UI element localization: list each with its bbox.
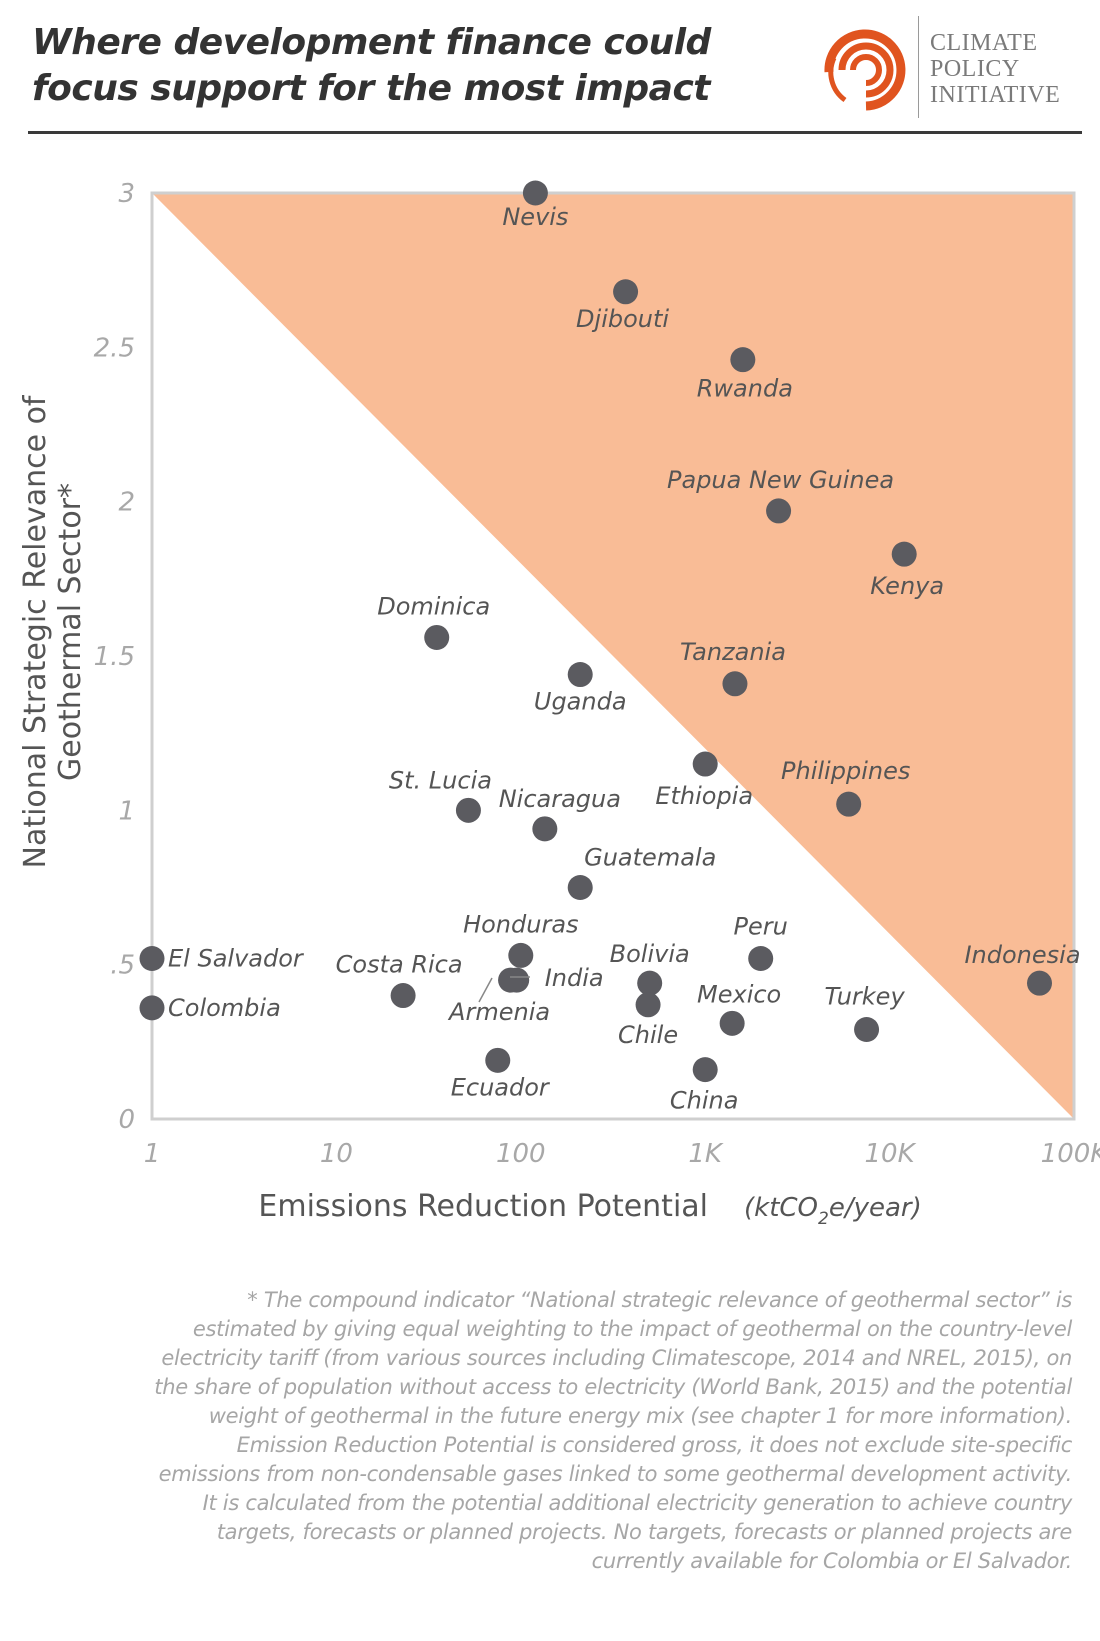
point-label-djibouti: Djibouti [576,305,669,333]
point-label-guatemala: Guatemala [584,844,716,872]
header-rule [28,131,1082,134]
y-tick-label: 3 [118,179,135,209]
point-label-honduras: Honduras [463,910,578,938]
title-line-1: Where development finance could [32,22,711,63]
point-papua-new-guinea [766,498,792,524]
x-tick-label: 100 [496,1139,546,1169]
point-dominica [424,624,450,650]
point-philippines [836,791,862,817]
y-tick-label: 0 [118,1105,135,1135]
point-label-mexico: Mexico [697,980,781,1008]
logo-line-1: CLIMATE [930,30,1038,56]
point-bolivia [637,970,663,996]
logo-line-2: POLICY [930,56,1020,82]
point-label-st-lucia: St. Lucia [389,766,492,794]
point-el-salvador [139,945,165,971]
point-label-nevis: Nevis [502,203,568,231]
page-title: Where development finance could focus su… [32,20,752,112]
point-labels: Nevis Djibouti Rwanda Papua New Guinea Kenya… [168,203,1081,1115]
title-line-2: focus support for the most impact [32,68,711,109]
point-china [692,1057,718,1083]
point-label-ethiopia: Ethiopia [655,782,753,810]
point-label-bolivia: Bolivia [610,940,690,968]
point-indonesia [1027,970,1053,996]
armenia-leader-line [478,977,493,1003]
point-turkey [854,1016,880,1042]
x-tick-label: 1 [144,1139,161,1169]
point-ecuador [485,1047,511,1073]
point-peru [748,945,774,971]
point-label-nicaragua: Nicaragua [499,785,621,813]
point-kenya [891,541,917,567]
high-impact-region [152,193,1074,1119]
footnote: * The compound indicator “National strat… [154,1288,1072,1573]
cpi-logo-icon [824,29,906,111]
logo-line-3: INITIATIVE [930,82,1061,108]
point-label-uganda: Uganda [534,688,627,716]
x-tick-label: 10K [865,1139,917,1169]
point-ethiopia [692,751,718,777]
point-st-lucia [455,797,481,823]
point-uganda [567,662,593,688]
point-costa-rica [390,983,416,1009]
point-label-dominica: Dominica [377,592,490,620]
point-label-china: China [670,1087,739,1115]
y-tick-labels: 0 .5 1 1.5 2 2.5 3 [94,179,135,1135]
x-tick-labels: 1 10 100 1K 10K 100K [144,1139,1100,1169]
point-nevis [522,180,548,206]
point-tanzania [722,671,748,697]
point-armenia [498,967,524,993]
data-points [139,180,1053,1083]
y-tick-label: 1.5 [94,642,135,672]
point-label-chile: Chile [618,1021,678,1049]
point-label-peru: Peru [734,912,788,940]
point-label-turkey: Turkey [824,982,905,1010]
point-label-philippines: Philippines [781,757,910,785]
point-label-tanzania: Tanzania [680,638,786,666]
point-label-armenia: Armenia [447,998,550,1026]
point-chile [635,992,661,1018]
point-label-kenya: Kenya [870,572,944,600]
y-tick-label: .5 [110,951,135,981]
x-tick-label: 1K [688,1139,724,1169]
point-guatemala [567,875,593,900]
logo-wordmark: CLIMATE POLICY INITIATIVE [930,30,1060,108]
point-nicaragua [532,816,558,842]
point-djibouti [613,279,639,305]
point-label-ecuador: Ecuador [451,1073,551,1101]
point-label-colombia: Colombia [168,994,281,1022]
point-label-rwanda: Rwanda [697,375,793,403]
y-tick-label: 1 [118,796,135,826]
point-mexico [719,1010,745,1036]
point-label-papua-new-guinea: Papua New Guinea [667,466,894,494]
x-tick-label: 100K [1041,1139,1100,1169]
point-colombia [139,995,165,1021]
logo-divider [918,16,919,118]
point-label-costa-rica: Costa Rica [336,951,463,979]
y-axis-title-line-2: Geothermal Sector* [53,483,88,781]
y-tick-label: 2 [118,488,135,518]
plot-frame [150,191,1076,1121]
x-axis-unit: (ktCO2e/year) [744,1193,922,1229]
point-label-el-salvador: El Salvador [168,944,305,972]
x-tick-label: 10 [320,1139,353,1169]
x-axis-title: Emissions Reduction Potential [258,1189,708,1224]
point-rwanda [730,347,756,373]
point-label-indonesia: Indonesia [964,941,1080,969]
point-honduras [508,942,534,968]
y-axis-title-line-1: National Strategic Relevance of [18,394,53,868]
point-label-india: India [545,964,604,992]
y-tick-label: 2.5 [94,333,135,363]
